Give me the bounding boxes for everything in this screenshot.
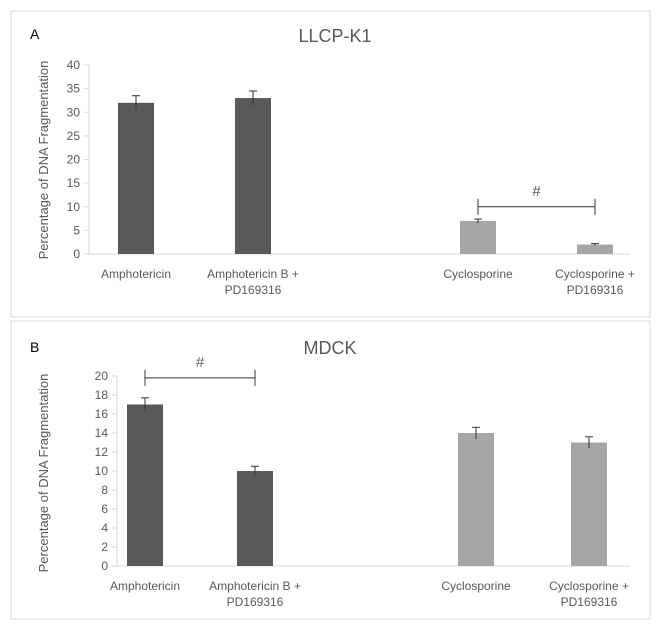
panel-b-y-tick-label: 14 (95, 426, 109, 440)
panel-a-y-tick-label: 25 (67, 129, 81, 143)
panel-b-y-ticks: 0 2 4 6 8 10 12 14 16 18 20 (95, 369, 117, 573)
panel-a-bar-amphotericin-b-pd169316 (235, 98, 271, 254)
panel-a-y-tick-label: 0 (73, 247, 80, 261)
panel-b-y-axis-label: Percentage of DNA Fragmentation (36, 374, 51, 573)
panel-b-y-tick-label: 12 (95, 445, 109, 459)
panel-a-y-tick-label: 40 (67, 58, 81, 72)
panel-a-bar-amphotericin (118, 102, 154, 254)
panel-a-x-tick-label-amphotericin: Amphotericin (101, 267, 171, 281)
panel-b-y-tick-label: 4 (101, 521, 108, 535)
panel-a-title: LLCP-K1 (298, 26, 371, 46)
panel-a-significance-symbol: # (532, 183, 541, 200)
panel-a-axes (88, 65, 630, 255)
panel-a-y-tick-label: 20 (67, 153, 81, 167)
panel-a-error-bars (132, 90, 599, 246)
panel-a-x-tick-label-cyclosporine-pd169316: Cyclosporine + (555, 267, 635, 281)
panel-a-x-tick-label-amphotericin-b-pd169316: Amphotericin B + (207, 267, 299, 281)
panel-a-y-tick-label: 30 (67, 105, 81, 119)
panel-b: B MDCK Percentage of DNA Fragmentation 0… (10, 320, 651, 620)
panel-b-axes (116, 376, 630, 567)
panel-a-x-tick-label-cyclosporine: Cyclosporine (443, 267, 513, 281)
panel-a-y-axis-label: Percentage of DNA Fragmentation (36, 61, 51, 260)
panel-b-error-bars (141, 397, 593, 476)
panel-b-x-tick-label-cyclosporine-pd169316: Cyclosporine + (549, 579, 629, 593)
panel-b-bars (127, 404, 607, 566)
panel-b-label: B (30, 339, 39, 355)
panel-a-bar-cyclosporine-pd169316 (577, 244, 613, 254)
panel-b-x-tick-labels: Amphotericin Amphotericin B + PD169316 Cycl… (110, 579, 629, 609)
panel-b-x-tick-label-amphotericin-b-pd169316: PD169316 (227, 595, 284, 609)
panel-a-bar-cyclosporine (460, 220, 496, 254)
panel-b-bar-amphotericin-b-pd169316 (237, 471, 273, 566)
panel-b-y-tick-label: 16 (95, 407, 109, 421)
panel-b-y-tick-label: 6 (101, 502, 108, 516)
panel-b-y-tick-label: 20 (95, 369, 109, 383)
panel-b-significance-symbol: # (196, 354, 205, 371)
panel-a-bars (118, 98, 613, 254)
panel-a-y-ticks: 0 5 10 15 20 25 30 35 40 (67, 58, 89, 261)
panel-a-x-tick-label-amphotericin-b-pd169316: PD169316 (225, 283, 282, 297)
panel-b-x-tick-label-amphotericin: Amphotericin (110, 579, 180, 593)
panel-a-frame (10, 10, 651, 318)
panel-b-bar-amphotericin (127, 404, 163, 566)
panel-a-significance: # (477, 183, 596, 215)
panel-b-y-tick-label: 18 (95, 388, 109, 402)
panel-a-y-tick-label: 15 (67, 176, 81, 190)
panel-a-x-tick-labels: Amphotericin Amphotericin B + PD169316 Cycl… (101, 267, 635, 297)
panel-b-bar-cyclosporine-pd169316 (571, 442, 607, 566)
panel-b-x-tick-label-cyclosporine: Cyclosporine (441, 579, 511, 593)
panel-a-label: A (30, 26, 40, 42)
panel-b-y-tick-label: 2 (101, 540, 108, 554)
panel-a: A LLCP-K1 Percentage of DNA Fragmentatio… (10, 10, 651, 318)
panel-a-y-tick-label: 35 (67, 82, 81, 96)
panel-a-x-tick-label-cyclosporine-pd169316: PD169316 (567, 283, 624, 297)
panel-b-y-tick-label: 0 (101, 559, 108, 573)
panel-b-x-tick-label-cyclosporine-pd169316: PD169316 (561, 595, 618, 609)
panel-a-y-tick-label: 10 (67, 200, 81, 214)
panel-b-bar-cyclosporine (458, 433, 494, 566)
panel-b-x-tick-label-amphotericin-b-pd169316: Amphotericin B + (209, 579, 301, 593)
panel-b-y-tick-label: 10 (95, 464, 109, 478)
panel-b-significance: # (144, 354, 256, 386)
panel-b-y-tick-label: 8 (101, 483, 108, 497)
panel-b-title: MDCK (304, 338, 357, 358)
panel-a-y-tick-label: 5 (73, 223, 80, 237)
